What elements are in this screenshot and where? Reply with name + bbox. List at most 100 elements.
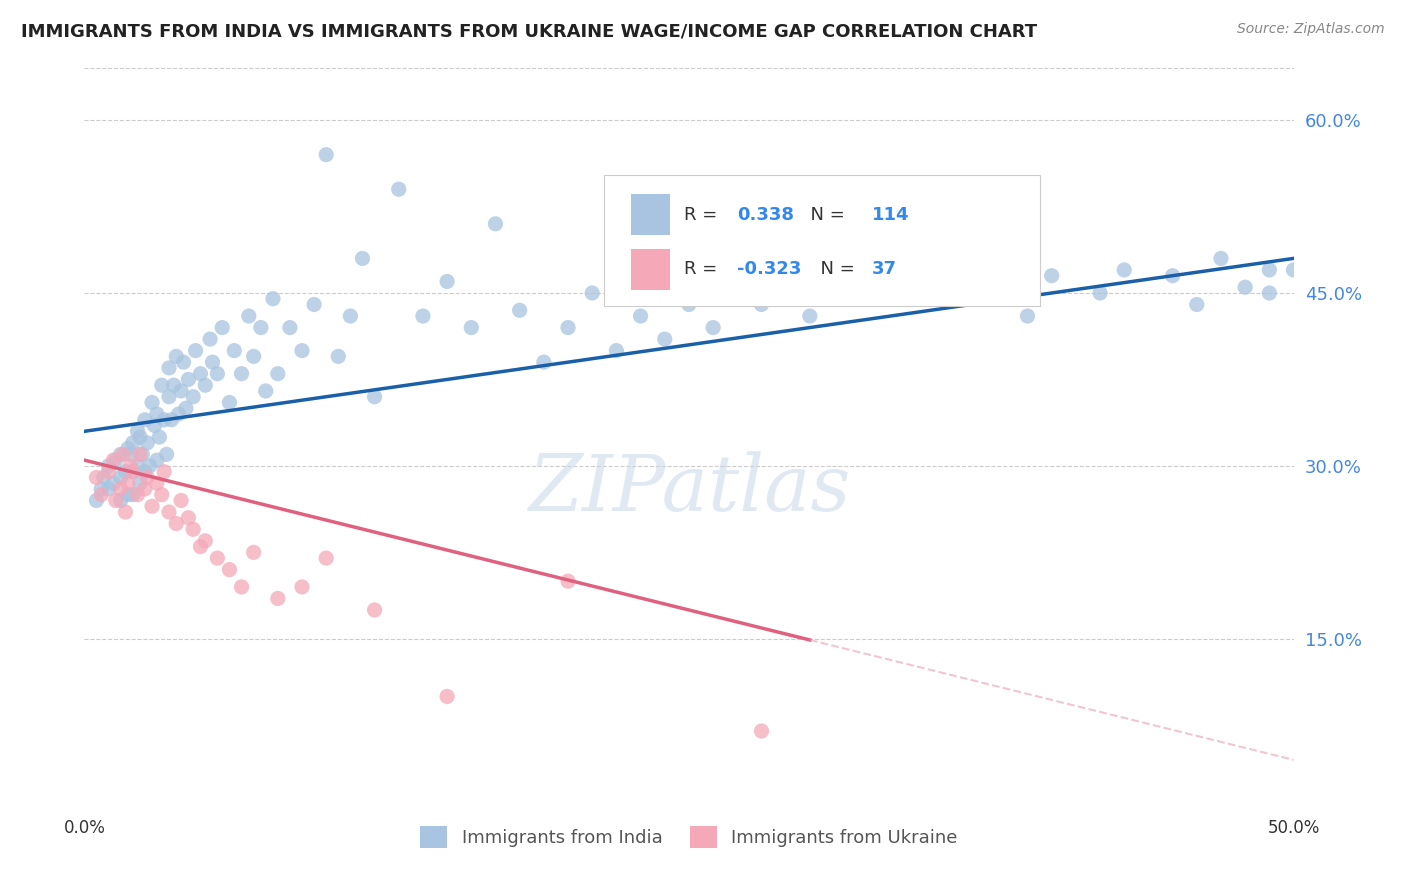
Point (138, 458, 160, 473)
Point (207, 367, 229, 381)
Point (315, 147, 337, 161)
Point (146, 407, 169, 421)
Point (224, 343, 246, 358)
Point (218, 563, 240, 577)
Point (1234, 280, 1257, 294)
Point (150, 378, 173, 392)
Point (242, 545, 264, 559)
Point (143, 418, 166, 433)
Point (1040, 268, 1063, 283)
Point (751, 724, 773, 739)
Point (352, 252, 374, 266)
Point (110, 447, 132, 461)
Point (238, 309, 260, 323)
Point (278, 320, 301, 334)
Point (141, 500, 163, 514)
Point (194, 378, 217, 392)
Text: 37: 37 (872, 260, 897, 278)
Point (388, 182, 411, 196)
Point (174, 401, 197, 416)
Point (165, 350, 187, 364)
Point (302, 297, 325, 311)
Point (412, 309, 434, 323)
Point (184, 343, 207, 358)
Point (363, 603, 385, 617)
Point (198, 332, 221, 346)
Point (103, 453, 125, 467)
Point (121, 465, 143, 479)
Point (775, 263, 797, 277)
Point (1017, 309, 1039, 323)
Point (533, 355, 555, 369)
Point (484, 217, 506, 231)
Point (127, 458, 149, 473)
Point (127, 425, 149, 439)
Text: N =: N = (808, 260, 860, 278)
Point (103, 476, 125, 491)
Point (114, 505, 136, 519)
Point (93, 470, 115, 484)
Point (363, 390, 385, 404)
Legend: Immigrants from India, Immigrants from Ukraine: Immigrants from India, Immigrants from U… (413, 819, 965, 855)
Point (181, 390, 204, 404)
Point (146, 476, 169, 491)
Point (146, 453, 169, 467)
Point (339, 309, 361, 323)
Point (134, 413, 156, 427)
Point (725, 275, 748, 289)
FancyBboxPatch shape (631, 194, 669, 235)
Point (207, 551, 229, 566)
Point (993, 280, 1015, 294)
Point (315, 551, 337, 566)
Point (167, 407, 190, 421)
FancyBboxPatch shape (605, 175, 1039, 306)
Point (242, 350, 264, 364)
Point (630, 309, 652, 323)
Point (153, 413, 176, 427)
Point (141, 395, 163, 409)
Point (291, 580, 314, 594)
Point (153, 465, 176, 479)
Point (165, 516, 187, 531)
FancyBboxPatch shape (631, 249, 669, 290)
Point (823, 275, 845, 289)
Point (177, 372, 200, 386)
Point (1088, 285, 1111, 300)
Point (157, 390, 180, 404)
Text: R =: R = (685, 260, 723, 278)
Point (114, 465, 136, 479)
Point (131, 447, 153, 461)
Point (157, 505, 180, 519)
Point (291, 343, 314, 358)
Point (1161, 268, 1184, 283)
Point (86, 493, 108, 508)
Point (678, 297, 700, 311)
Point (157, 360, 180, 375)
Point (1282, 263, 1305, 277)
Point (1209, 252, 1232, 266)
Point (129, 447, 152, 461)
Point (120, 447, 142, 461)
Point (136, 470, 159, 484)
Point (605, 343, 627, 358)
Point (190, 540, 212, 554)
Point (1258, 263, 1281, 277)
Point (751, 297, 773, 311)
Point (231, 580, 253, 594)
Text: IMMIGRANTS FROM INDIA VS IMMIGRANTS FROM UKRAINE WAGE/INCOME GAP CORRELATION CHA: IMMIGRANTS FROM INDIA VS IMMIGRANTS FROM… (21, 22, 1038, 40)
Point (136, 435, 159, 450)
Point (121, 465, 143, 479)
Point (90, 482, 112, 496)
Point (110, 470, 132, 484)
Point (117, 442, 139, 456)
Point (702, 320, 724, 334)
Point (557, 320, 579, 334)
Point (86, 470, 108, 484)
Point (134, 482, 156, 496)
Point (129, 476, 152, 491)
Point (150, 488, 173, 502)
Point (460, 320, 482, 334)
Point (97, 482, 120, 496)
Point (121, 488, 143, 502)
Point (190, 367, 212, 381)
